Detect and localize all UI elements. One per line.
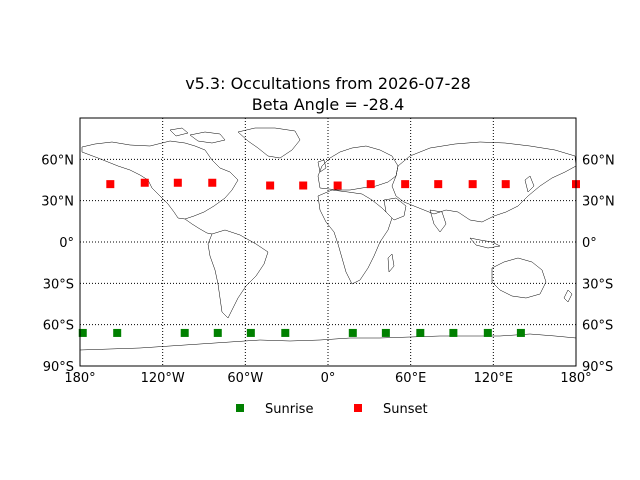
sunset-point xyxy=(106,180,115,189)
graticule-grid xyxy=(80,118,576,366)
legend-swatch xyxy=(354,404,362,412)
series-sunset xyxy=(106,178,580,190)
sunrise-point xyxy=(348,328,357,337)
sunset-point xyxy=(266,181,275,190)
sunset-point xyxy=(468,180,477,189)
legend-swatch xyxy=(236,404,244,412)
chart-subtitle: Beta Angle = -28.4 xyxy=(252,95,405,114)
sunrise-point xyxy=(281,328,290,337)
y-tick-label-left: 90°S xyxy=(43,360,74,375)
sunset-point xyxy=(366,180,375,189)
sunrise-point xyxy=(483,328,492,337)
chart-legend: Sunrise Sunset xyxy=(236,402,428,417)
sunset-point xyxy=(401,180,410,189)
sunset-point xyxy=(173,178,182,187)
chart-title: v5.3: Occultations from 2026-07-28 xyxy=(185,74,471,93)
x-tick-label: 180° xyxy=(560,371,591,386)
sunrise-point xyxy=(113,328,122,337)
axis-ticks: 180° 120°W 60°W 0° 60°E 120°E 180°90°S 90°S60°S… xyxy=(41,153,615,386)
sunset-point xyxy=(501,180,510,189)
sunset-point xyxy=(434,180,443,189)
y-tick-label-left: 0° xyxy=(59,236,74,251)
plot-frame xyxy=(79,117,577,367)
sunrise-point xyxy=(213,328,222,337)
y-tick-label-right: 60°S xyxy=(582,319,613,334)
sunrise-point xyxy=(180,328,189,337)
sunset-point xyxy=(333,181,342,190)
y-tick-label-right: 30°N xyxy=(582,195,615,210)
x-tick-label: 60°W xyxy=(227,371,263,386)
legend-item-sunrise: Sunrise xyxy=(236,402,313,417)
y-tick-label-right: 30°S xyxy=(582,277,613,292)
sunrise-point xyxy=(416,328,425,337)
y-tick-label-left: 30°S xyxy=(43,277,74,292)
x-tick-label: 180° xyxy=(64,371,95,386)
x-tick-label: 120°W xyxy=(141,371,185,386)
x-tick-label: 60°E xyxy=(395,371,426,386)
world-coastline-map xyxy=(79,127,577,351)
series-sunrise xyxy=(78,328,525,337)
sunset-point xyxy=(140,178,149,187)
y-tick-label-left: 60°S xyxy=(43,319,74,334)
y-tick-label-right: 60°N xyxy=(582,153,615,168)
legend-label: Sunrise xyxy=(265,402,313,417)
sunset-point xyxy=(299,181,308,190)
y-tick-label-left: 60°N xyxy=(41,153,74,168)
sunrise-point xyxy=(78,328,87,337)
y-tick-label-left: 30°N xyxy=(41,195,74,210)
legend-label: Sunset xyxy=(383,402,428,417)
x-tick-label: 120°E xyxy=(474,371,514,386)
occultation-marks xyxy=(78,178,580,337)
sunrise-point xyxy=(246,328,255,337)
sunrise-point xyxy=(449,328,458,337)
y-tick-label-right: 90°S xyxy=(582,360,613,375)
sunrise-point xyxy=(381,328,390,337)
x-tick-label: 0° xyxy=(321,371,336,386)
y-tick-label-right: 0° xyxy=(582,236,597,251)
legend-item-sunset: Sunset xyxy=(354,402,428,417)
sunrise-point xyxy=(516,328,525,337)
sunset-point xyxy=(208,178,217,187)
